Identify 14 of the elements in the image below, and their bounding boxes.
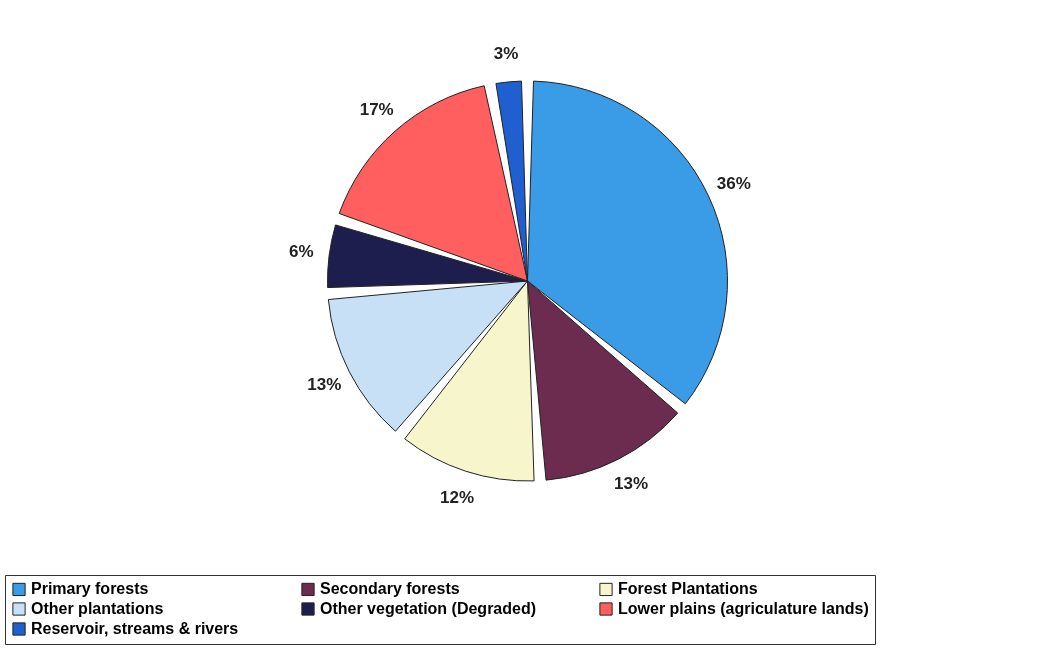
data-label: 6% [289, 242, 314, 262]
legend-label: Reservoir, streams & rivers [31, 620, 239, 637]
legend-label: Lower plains (agriculature lands) [618, 600, 869, 617]
data-label: 12% [440, 487, 475, 507]
legend-label: Primary forests [31, 580, 149, 598]
legend-label: Other vegetation (Degraded) [320, 600, 537, 617]
legend-label: Secondary forests [320, 580, 460, 598]
data-label: 3% [493, 44, 519, 64]
data-label: 13% [307, 374, 342, 394]
data-label: 17% [359, 99, 394, 119]
legend-label: Other plantations [31, 600, 164, 617]
data-label: 13% [613, 474, 649, 494]
legend-label: Forest Plantations [618, 580, 758, 598]
data-label: 36% [716, 173, 751, 193]
